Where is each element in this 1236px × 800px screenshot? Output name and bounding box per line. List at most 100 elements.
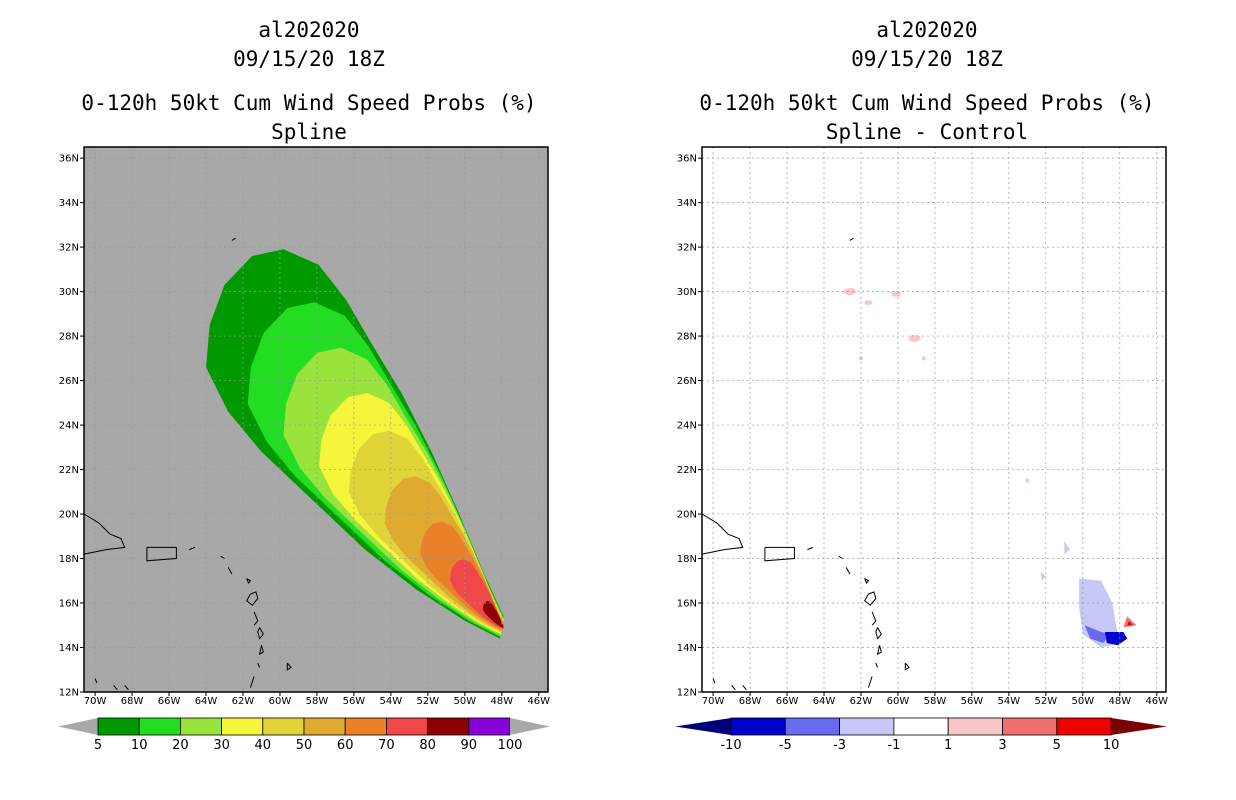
latitude-label: 24N	[677, 421, 697, 432]
datetime-title: 09/15/20 18Z	[233, 47, 385, 71]
longitude-label: 60W	[269, 696, 292, 707]
longitude-label: 58W	[924, 696, 947, 707]
longitude-label: 66W	[776, 696, 799, 707]
longitude-label: 54W	[998, 696, 1021, 707]
colorbar-swatch	[947, 717, 1003, 736]
colorbar-swatch	[730, 717, 786, 736]
latitude-label: 14N	[677, 643, 697, 654]
colorbar-label: 3	[998, 738, 1006, 753]
longitude-label: 62W	[232, 696, 255, 707]
colorbar-swatch	[1056, 717, 1112, 736]
colorbar-label: 100	[498, 738, 523, 753]
coastline	[231, 237, 236, 241]
colorbar-over-triangle	[510, 718, 550, 735]
coastline	[764, 546, 795, 562]
longitude-label: 52W	[417, 696, 440, 707]
negative-difference-area	[1084, 625, 1111, 644]
coastline	[712, 678, 716, 684]
colorbar-under-triangle	[675, 718, 731, 735]
longitude-label: 48W	[490, 696, 513, 707]
longitude-label: 70W	[84, 696, 107, 707]
colorbar-swatch	[344, 717, 387, 736]
latitude-label: 16N	[677, 599, 697, 610]
coastline	[257, 627, 264, 640]
coastline	[731, 684, 736, 691]
map-frame	[83, 146, 549, 693]
colorbar-label: 40	[255, 738, 272, 753]
longitude-label: 54W	[380, 696, 403, 707]
colorbar-swatch	[97, 717, 140, 736]
latitude-label: 26N	[59, 376, 79, 387]
latitude-label: 16N	[59, 599, 79, 610]
latitude-label: 34N	[59, 198, 79, 209]
coastline	[742, 684, 747, 691]
datetime-title: 09/15/20 18Z	[851, 47, 1003, 71]
colorbar-label: 10	[131, 738, 148, 753]
coastline	[246, 591, 259, 606]
spline-map: 12N 14N 16N 18N 20N 22N 24N 26N 28N 30N 32N 34N 36N 7…	[58, 146, 550, 753]
latitude-label: 20N	[677, 510, 697, 521]
latitude-label: 34N	[677, 198, 697, 209]
coastline	[146, 546, 177, 562]
colorbar-label: 1	[944, 738, 952, 753]
longitude-label: 64W	[813, 696, 836, 707]
longitude-label: 48W	[1108, 696, 1131, 707]
colorbar-label: 90	[461, 738, 478, 753]
latitude-label: 18N	[59, 554, 79, 565]
latitude-label: 30N	[59, 287, 79, 298]
coastline	[864, 578, 870, 584]
latitude-label: 22N	[677, 465, 697, 476]
colorbar-label: 50	[296, 738, 313, 753]
coastline	[258, 645, 264, 656]
coastline	[838, 555, 843, 559]
positive-difference-patch	[921, 356, 926, 361]
colorbar-label: 10	[1103, 738, 1120, 753]
positive-difference-patch	[1025, 478, 1030, 483]
panel-subtitle: Spline - Control	[825, 120, 1029, 144]
colorbar-swatch	[1002, 717, 1058, 736]
coastline	[701, 513, 744, 555]
longitude-label: 56W	[961, 696, 984, 707]
colorbar-swatch	[893, 717, 949, 736]
coastline	[94, 678, 98, 684]
coastline	[867, 676, 873, 688]
colorbar-swatch	[784, 717, 841, 736]
latitude-label: 28N	[677, 332, 697, 343]
coastline	[83, 513, 126, 555]
coastline	[246, 578, 252, 584]
longitude-label: 68W	[121, 696, 144, 707]
colorbar-swatch	[221, 717, 264, 736]
coastline	[286, 662, 292, 671]
latitude-label: 12N	[59, 688, 79, 699]
positive-difference-patch	[908, 334, 921, 342]
longitude-label: 62W	[850, 696, 873, 707]
latitude-label: 22N	[59, 465, 79, 476]
colorbar-label: 70	[378, 738, 395, 753]
negative-difference-patch	[1064, 540, 1070, 555]
longitude-label: 66W	[158, 696, 181, 707]
colorbar-label: -1	[887, 738, 900, 753]
latitude-label: 32N	[59, 243, 79, 254]
spline-control-panel: al202020 09/15/20 18Z 0-120h 50kt Cum Wi…	[618, 0, 1236, 800]
longitude-label: 56W	[343, 696, 366, 707]
coastline	[220, 555, 225, 559]
coastline	[864, 591, 877, 606]
spline-panel: al202020 09/15/20 18Z 0-120h 50kt Cum Wi…	[58, 18, 550, 753]
coastline	[807, 546, 814, 551]
coastline	[227, 567, 233, 575]
colorbar-label: 5	[94, 738, 102, 753]
panel-subtitle: Spline	[271, 120, 347, 144]
colorbar-swatch	[839, 717, 895, 736]
colorbar-swatch	[385, 717, 428, 736]
colorbar-swatch	[303, 717, 346, 736]
colorbar-label: 20	[172, 738, 189, 753]
longitude-label: 52W	[1035, 696, 1058, 707]
latitude-label: 24N	[59, 421, 79, 432]
longitude-label: 60W	[887, 696, 910, 707]
coastline	[845, 567, 851, 575]
colorbar-label: 60	[337, 738, 354, 753]
coastline	[113, 684, 118, 691]
longitude-label: 46W	[1145, 696, 1168, 707]
colorbar-label: -10	[720, 738, 741, 753]
strong-positive-difference	[1127, 620, 1133, 626]
